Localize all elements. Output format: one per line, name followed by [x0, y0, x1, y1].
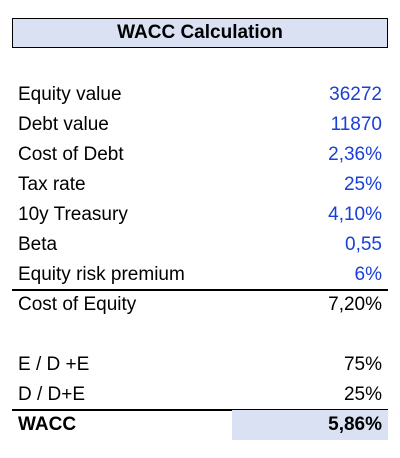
input-value[interactable]: 25% — [343, 174, 382, 195]
wacc-row: WACC 5,86% — [12, 410, 388, 440]
cost-of-equity-divider — [12, 289, 388, 291]
wacc-title: WACC Calculation — [12, 18, 388, 48]
wacc-value-highlight — [232, 410, 388, 440]
input-value[interactable]: 36272 — [329, 84, 382, 105]
weight-label: E / D +E — [18, 354, 90, 375]
weight-value: 75% — [343, 354, 382, 375]
input-value[interactable]: 11870 — [330, 114, 382, 135]
cost-of-equity-value: 7,20% — [328, 294, 382, 315]
input-label: Equity risk premium — [18, 264, 185, 285]
wacc-label: WACC — [18, 414, 77, 435]
input-label: Beta — [18, 234, 58, 255]
wacc-divider — [12, 409, 388, 411]
input-value[interactable]: 2,36% — [328, 144, 382, 165]
input-label: Debt value — [18, 114, 109, 135]
input-value[interactable]: 0,55 — [345, 234, 382, 255]
input-label: Cost of Debt — [18, 144, 124, 165]
weight-label: D / D+E — [18, 384, 86, 405]
cost-of-equity-label: Cost of Equity — [18, 294, 137, 315]
input-row-tax-rate: Tax rate 25% — [12, 170, 388, 200]
cost-of-equity-row: Cost of Equity 7,20% — [12, 290, 388, 320]
wacc-title-text: WACC Calculation — [117, 22, 283, 43]
input-row-equity-risk-premium: Equity risk premium 6% — [12, 260, 388, 290]
weight-row-debt: D / D+E 25% — [12, 380, 388, 410]
input-label: 10y Treasury — [18, 204, 128, 225]
input-label: Tax rate — [18, 174, 86, 195]
input-row-beta: Beta 0,55 — [12, 230, 388, 260]
input-value[interactable]: 4,10% — [328, 204, 382, 225]
weight-row-equity: E / D +E 75% — [12, 350, 388, 380]
input-row-debt-value: Debt value 11870 — [12, 110, 388, 140]
wacc-value: 5,86% — [328, 414, 382, 435]
input-label: Equity value — [18, 84, 122, 105]
input-row-10y-treasury: 10y Treasury 4,10% — [12, 200, 388, 230]
input-row-equity-value: Equity value 36272 — [12, 80, 388, 110]
weight-value: 25% — [343, 384, 382, 405]
input-row-cost-of-debt: Cost of Debt 2,36% — [12, 140, 388, 170]
input-value[interactable]: 6% — [354, 264, 382, 285]
